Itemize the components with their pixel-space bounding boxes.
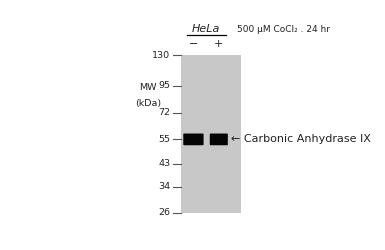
FancyBboxPatch shape	[183, 134, 204, 145]
Text: 95: 95	[159, 81, 171, 90]
Text: ← Carbonic Anhydrase IX: ← Carbonic Anhydrase IX	[231, 134, 371, 144]
Text: (kDa): (kDa)	[135, 99, 161, 108]
Text: +: +	[214, 40, 223, 50]
Text: 26: 26	[159, 208, 171, 217]
Bar	[181, 55, 241, 213]
Text: 55: 55	[159, 135, 171, 144]
Text: 500 μM CoCl₂ . 24 hr: 500 μM CoCl₂ . 24 hr	[237, 25, 330, 34]
Text: 72: 72	[159, 108, 171, 118]
Text: 130: 130	[152, 50, 171, 59]
FancyBboxPatch shape	[210, 134, 228, 145]
Text: 34: 34	[158, 182, 171, 191]
Text: 43: 43	[158, 159, 171, 168]
Text: −: −	[189, 40, 198, 50]
Text: MW: MW	[139, 82, 157, 92]
Text: HeLa: HeLa	[192, 24, 220, 34]
